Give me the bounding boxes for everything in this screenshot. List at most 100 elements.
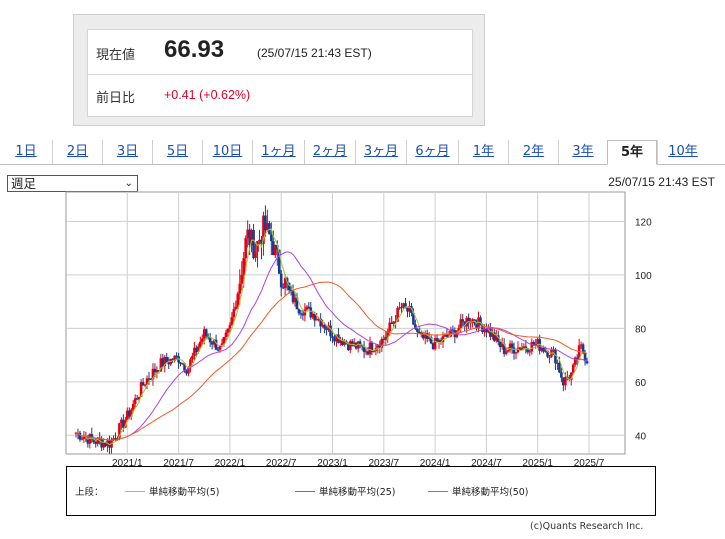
tab-13[interactable]: 5年 xyxy=(607,140,657,165)
candle-body xyxy=(311,313,315,318)
candle-body xyxy=(571,364,575,373)
candle-body xyxy=(366,351,370,355)
tab-7[interactable]: 2ヶ月 xyxy=(304,140,355,164)
y-tick-label: 80 xyxy=(635,324,647,335)
candle-body xyxy=(179,362,182,364)
candle-body xyxy=(197,346,200,353)
candle-body xyxy=(88,434,92,444)
candle-body xyxy=(102,442,105,448)
tab-1[interactable]: 1日 xyxy=(15,144,37,159)
candle-body xyxy=(281,287,285,289)
candle-body xyxy=(564,376,567,386)
candle-body xyxy=(546,350,549,357)
candle-body xyxy=(191,355,194,360)
candle-body xyxy=(479,317,482,325)
candle-body xyxy=(149,378,153,380)
candle-body xyxy=(214,339,218,350)
candle-body xyxy=(222,337,226,344)
candle-body xyxy=(443,334,447,337)
candle-body xyxy=(293,297,297,303)
tab-12[interactable]: 3年 xyxy=(558,140,607,164)
x-tick-label: 2024/7 xyxy=(471,458,502,469)
x-tick-label: 2023/1 xyxy=(317,458,348,469)
sma-line-5 xyxy=(76,228,588,446)
candle-body xyxy=(167,361,171,365)
tab-2[interactable]: 2日 xyxy=(52,140,102,164)
candle-body xyxy=(133,398,137,404)
candle-body xyxy=(575,357,579,359)
candle-body xyxy=(94,441,98,444)
tab-4[interactable]: 5日 xyxy=(152,140,202,164)
candle-body xyxy=(277,249,281,274)
tab-3[interactable]: 3日 xyxy=(102,140,152,164)
candle-body xyxy=(425,333,429,339)
tab-6[interactable]: 1ヶ月 xyxy=(252,140,304,164)
candle-body xyxy=(331,336,334,339)
candle-body xyxy=(124,420,127,428)
period-select[interactable]: 週足 ⌄ xyxy=(7,175,138,192)
candle-body xyxy=(232,309,236,318)
candle-body xyxy=(350,341,354,346)
tab-9[interactable]: 6ヶ月 xyxy=(406,140,458,164)
candle-body xyxy=(504,351,508,354)
candle-body xyxy=(418,331,421,334)
period-tabs: 1日 2日 3日 5日 10日 1ヶ月 2ヶ月 3ヶ月 6ヶ月 1年 2年 3年 5年 10年 xyxy=(0,140,725,165)
current-price: 66.93 xyxy=(164,36,225,63)
candle-body xyxy=(104,442,107,447)
candle-body xyxy=(131,403,135,410)
candle-body xyxy=(346,343,350,351)
candle-body xyxy=(309,307,313,318)
tab-14[interactable]: 10年 xyxy=(657,140,708,164)
candle-body xyxy=(562,377,565,386)
legend-section-label: 上段： xyxy=(75,487,104,498)
candle-body xyxy=(163,357,167,367)
quote-time: (25/07/15 21:43 EST) xyxy=(257,46,372,60)
candle-body xyxy=(419,332,423,334)
tab-11[interactable]: 2年 xyxy=(508,140,558,164)
tab-8[interactable]: 3ヶ月 xyxy=(355,140,406,164)
candle-body xyxy=(275,244,279,250)
candle-body xyxy=(122,419,125,428)
candle-body xyxy=(475,323,478,329)
candle-body xyxy=(266,223,269,231)
candle-body xyxy=(579,344,583,346)
candle-body xyxy=(408,306,411,312)
candle-body xyxy=(96,437,100,444)
candle-body xyxy=(491,332,494,337)
candle-body xyxy=(110,440,113,448)
candle-body xyxy=(388,322,392,332)
tab-5[interactable]: 10日 xyxy=(202,140,252,164)
candle-body xyxy=(159,358,163,372)
candle-body xyxy=(556,362,559,364)
candle-body xyxy=(560,372,563,378)
candle-body xyxy=(552,349,555,351)
candle-body xyxy=(481,324,484,332)
candle-body xyxy=(145,378,149,385)
candle-body xyxy=(195,347,198,353)
candle-body xyxy=(384,336,388,340)
y-tick-label: 60 xyxy=(635,378,647,389)
candle-body xyxy=(100,439,103,448)
tab-10[interactable]: 1年 xyxy=(458,140,508,164)
candle-body xyxy=(370,342,374,352)
candle-body xyxy=(189,359,192,367)
candle-body xyxy=(396,307,399,322)
candle-body xyxy=(386,331,390,337)
candle-body xyxy=(78,432,82,440)
plot-area xyxy=(65,191,626,455)
x-tick-label: 2021/1 xyxy=(112,458,143,469)
candle-body xyxy=(137,396,141,400)
x-tick-label: 2021/7 xyxy=(163,458,194,469)
legend-item-sma50: 単純移動平均(50) xyxy=(452,487,529,498)
y-tick-label: 120 xyxy=(635,217,652,228)
candle-body xyxy=(143,384,147,386)
candle-body xyxy=(414,324,417,329)
candle-body xyxy=(270,234,273,242)
candle-body xyxy=(435,338,439,343)
candle-body xyxy=(356,341,360,349)
candle-body xyxy=(487,328,490,333)
candle-body xyxy=(469,322,472,324)
candle-body xyxy=(528,351,532,353)
legend-swatch-sma5 xyxy=(125,491,145,492)
candle-body xyxy=(135,398,139,400)
